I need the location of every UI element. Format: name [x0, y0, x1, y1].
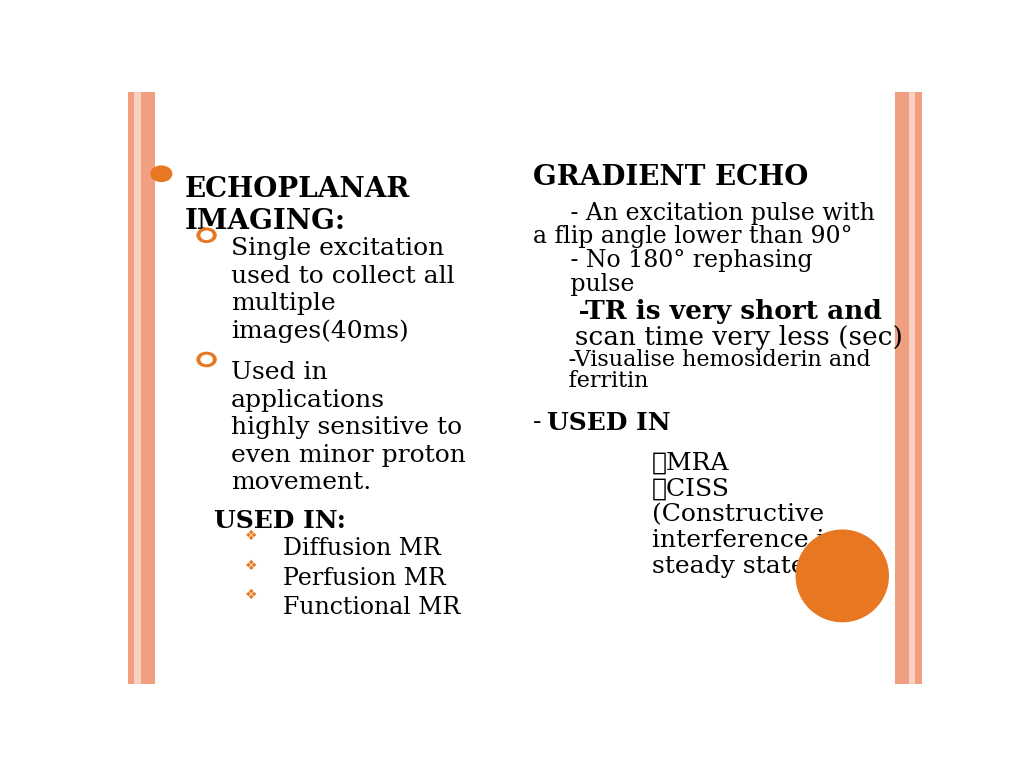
FancyBboxPatch shape [134, 92, 140, 684]
Text: -Visualise hemosiderin and: -Visualise hemosiderin and [532, 349, 870, 371]
Text: Single excitation
used to collect all
multiple
images(40ms): Single excitation used to collect all mu… [231, 237, 455, 343]
Text: (Constructive: (Constructive [652, 503, 824, 526]
Text: ➤MRA: ➤MRA [652, 451, 729, 474]
Text: ❖: ❖ [245, 528, 257, 543]
Text: ➤CISS: ➤CISS [652, 478, 730, 501]
FancyBboxPatch shape [140, 92, 155, 684]
Ellipse shape [797, 530, 888, 621]
Text: Used in
applications
highly sensitive to
even minor proton
movement.: Used in applications highly sensitive to… [231, 361, 466, 495]
Text: Perfusion MR: Perfusion MR [283, 567, 445, 590]
Text: a flip angle lower than 90°: a flip angle lower than 90° [532, 225, 852, 248]
Text: GRADIENT ECHO: GRADIENT ECHO [532, 164, 808, 191]
Circle shape [151, 166, 172, 181]
FancyBboxPatch shape [909, 92, 915, 684]
FancyBboxPatch shape [128, 92, 134, 684]
Text: scan time very less (sec): scan time very less (sec) [532, 325, 902, 350]
Text: Diffusion MR: Diffusion MR [283, 537, 440, 560]
Text: ferritin: ferritin [532, 370, 648, 392]
Text: - An excitation pulse with: - An excitation pulse with [532, 201, 874, 224]
Text: ❖: ❖ [245, 559, 257, 573]
Circle shape [201, 356, 212, 363]
Text: USED IN:: USED IN: [214, 509, 345, 533]
Text: ❖: ❖ [245, 588, 257, 602]
Text: Functional MR: Functional MR [283, 596, 460, 619]
Text: steady state).: steady state). [652, 554, 823, 578]
Text: -: - [532, 412, 542, 435]
Text: - No 180° rephasing: - No 180° rephasing [532, 249, 812, 272]
Text: -TR is very short and: -TR is very short and [532, 299, 882, 324]
Text: interference in: interference in [652, 528, 841, 551]
Circle shape [197, 228, 216, 243]
Circle shape [201, 231, 212, 240]
FancyBboxPatch shape [915, 92, 922, 684]
Circle shape [197, 353, 216, 366]
Text: USED IN: USED IN [547, 412, 671, 435]
Text: pulse: pulse [532, 273, 634, 296]
FancyBboxPatch shape [895, 92, 909, 684]
Text: ECHOPLANAR
IMAGING:: ECHOPLANAR IMAGING: [185, 176, 411, 235]
